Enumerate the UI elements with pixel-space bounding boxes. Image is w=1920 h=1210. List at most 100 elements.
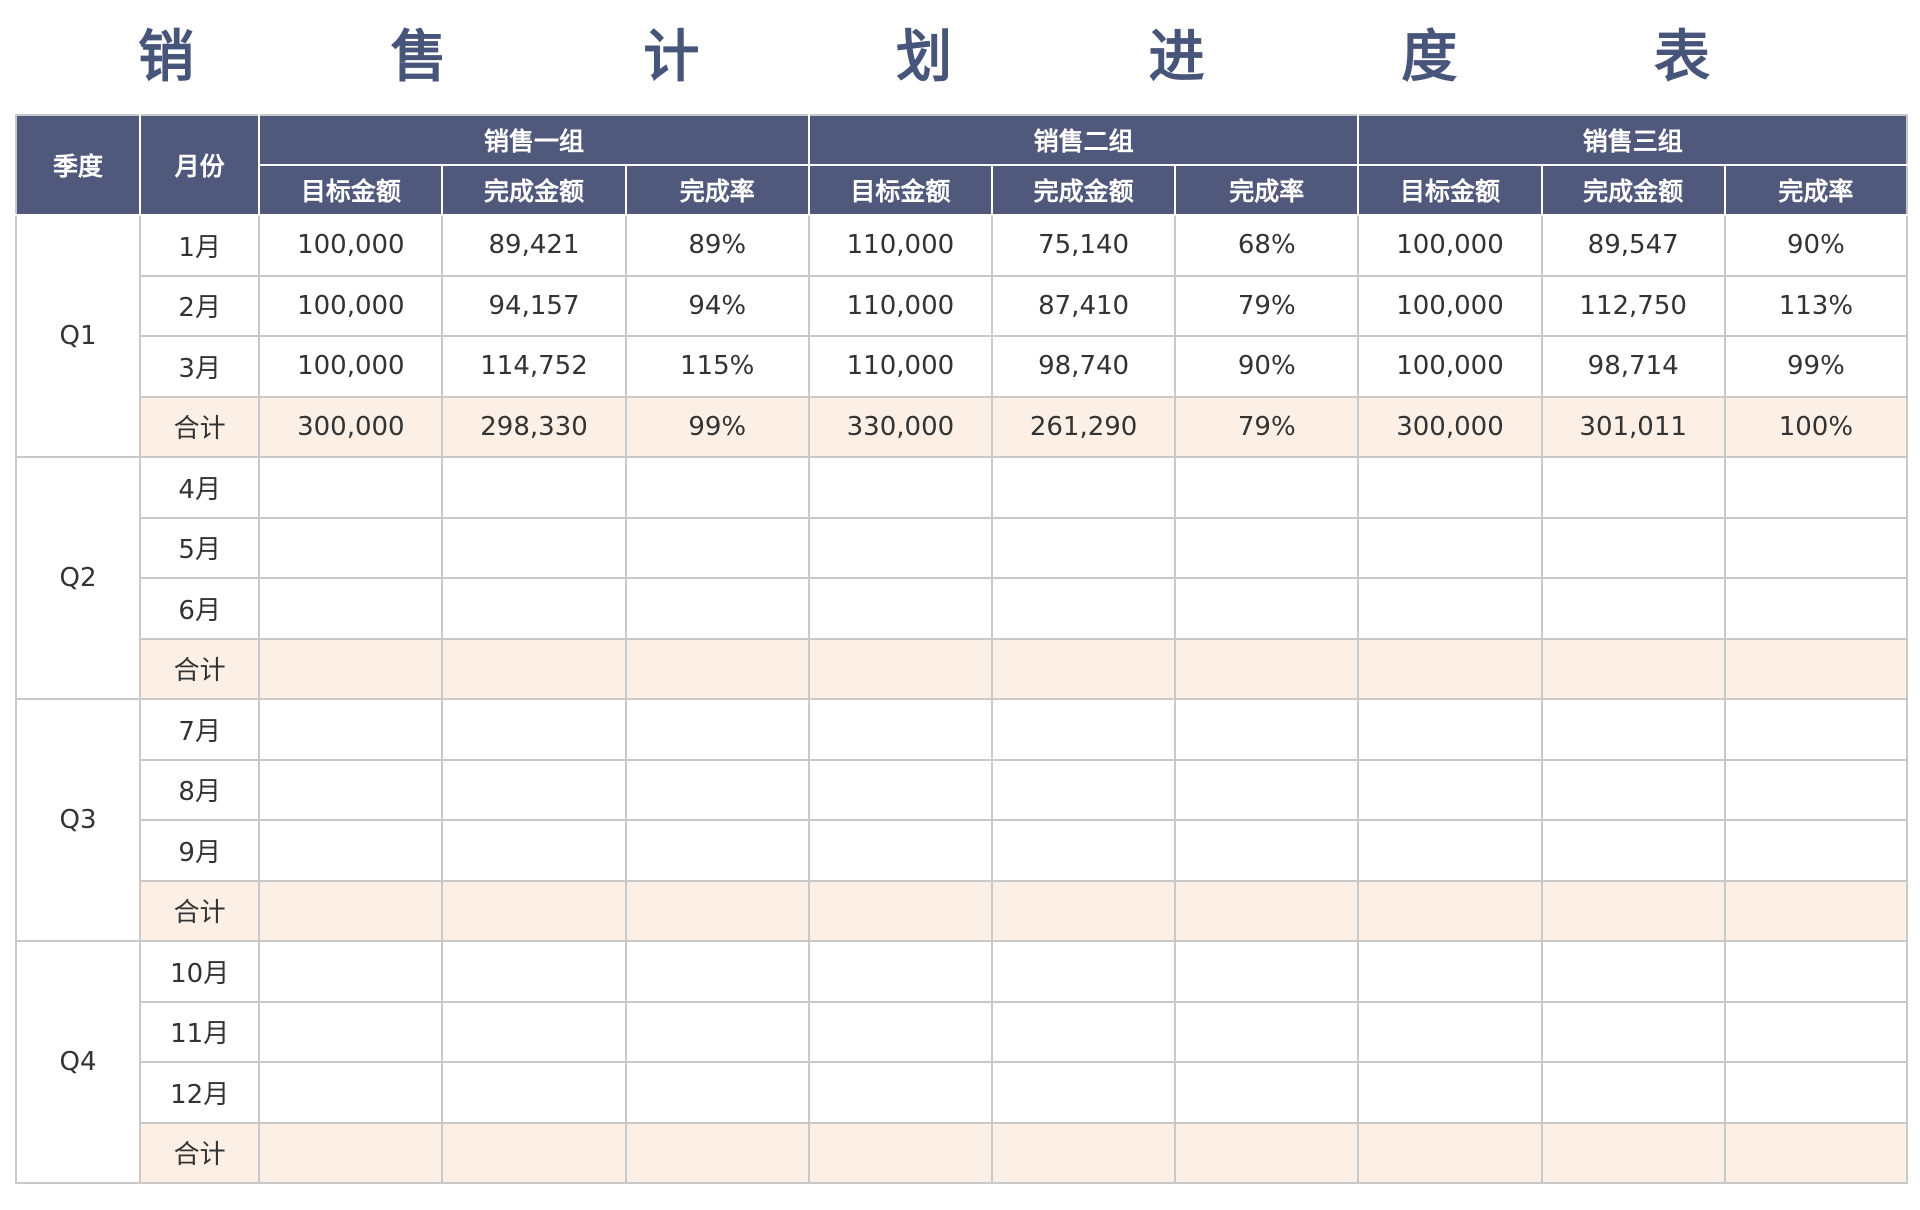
data-cell: [441, 456, 627, 519]
data-cell: [990, 577, 1177, 640]
title-char: 划: [895, 24, 952, 90]
data-cell: [1723, 698, 1909, 761]
table-row: Q2 4月: [14, 456, 1909, 700]
data-cell: [258, 1061, 444, 1124]
data-cell: 98,740: [990, 335, 1177, 398]
data-cell: [624, 1061, 810, 1124]
data-cell: [1174, 577, 1360, 640]
data-cell: [441, 516, 627, 579]
table-row: 9月: [16, 819, 1909, 882]
data-cell: [1540, 940, 1726, 1003]
quarter-cell: Q4: [14, 940, 142, 1184]
data-cell: [1174, 879, 1360, 942]
data-cell: [441, 1061, 627, 1124]
subtotal-row: 合计 300,000 298,330 99% 330,000 261,290 79% 300,…: [16, 395, 1909, 458]
data-cell: 100%: [1723, 395, 1909, 458]
header-completion-rate: 完成率: [624, 164, 810, 216]
data-cell: [990, 1000, 1177, 1063]
data-cell: [258, 1121, 444, 1184]
data-cell: [1723, 1000, 1909, 1063]
data-cell: 113%: [1723, 274, 1909, 337]
table-row: Q1 1月 100,000 89,421 89% 110,000 75,140 68% 100,…: [14, 214, 1909, 458]
data-cell: [258, 456, 444, 519]
data-cell: 115%: [624, 335, 810, 398]
data-cell: 99%: [1723, 335, 1909, 398]
table-row: 11月: [16, 1000, 1909, 1063]
data-cell: [1357, 456, 1543, 519]
data-cell: [1174, 940, 1360, 1003]
month-cell: 8月: [139, 758, 261, 821]
data-cell: [1723, 1121, 1909, 1184]
header-quarter: 季度: [14, 114, 142, 216]
data-cell: 110,000: [807, 274, 994, 337]
data-cell: [1174, 819, 1360, 882]
header-completed-amount: 完成金额: [1540, 164, 1726, 216]
data-cell: [1357, 879, 1543, 942]
title-char: 表: [1653, 24, 1710, 90]
table-row: 12月: [16, 1061, 1909, 1124]
month-cell: 3月: [139, 335, 261, 398]
data-cell: [1357, 1000, 1543, 1063]
data-cell: [1723, 577, 1909, 640]
data-cell: [441, 577, 627, 640]
data-cell: 300,000: [258, 395, 444, 458]
data-cell: [1357, 819, 1543, 882]
data-cell: 68%: [1174, 214, 1360, 277]
data-cell: [258, 758, 444, 821]
data-cell: 261,290: [990, 395, 1177, 458]
data-cell: 90%: [1174, 335, 1360, 398]
data-cell: 100,000: [258, 274, 444, 337]
data-cell: [441, 1000, 627, 1063]
month-cell: 合计: [139, 1121, 261, 1184]
month-cell: 4月: [139, 456, 261, 519]
month-cell: 9月: [139, 819, 261, 882]
data-cell: [1357, 637, 1543, 700]
data-cell: [807, 456, 994, 519]
data-cell: [990, 516, 1177, 579]
data-cell: [624, 577, 810, 640]
data-cell: [1540, 758, 1726, 821]
subtotal-row: 合计: [16, 1121, 1909, 1184]
data-cell: [258, 577, 444, 640]
data-cell: 100,000: [258, 335, 444, 398]
data-cell: [807, 698, 994, 761]
data-cell: [1540, 1121, 1726, 1184]
header-completion-rate: 完成率: [1723, 164, 1909, 216]
data-cell: 90%: [1723, 214, 1909, 277]
data-cell: [1723, 940, 1909, 1003]
data-cell: 112,750: [1540, 274, 1726, 337]
data-cell: [1357, 1121, 1543, 1184]
data-cell: 89%: [624, 214, 810, 277]
data-cell: [1540, 819, 1726, 882]
data-cell: 298,330: [441, 395, 627, 458]
data-cell: [990, 456, 1177, 519]
subtotal-row: 合计: [16, 637, 1909, 700]
data-cell: 114,752: [441, 335, 627, 398]
data-cell: [807, 879, 994, 942]
data-cell: 330,000: [807, 395, 994, 458]
data-cell: [1174, 516, 1360, 579]
data-cell: [1357, 940, 1543, 1003]
data-cell: [1540, 516, 1726, 579]
data-cell: 94%: [624, 274, 810, 337]
title-char: 售: [390, 24, 447, 90]
data-cell: [807, 940, 994, 1003]
data-cell: [441, 940, 627, 1003]
table-row: 6月: [16, 577, 1909, 640]
data-cell: 99%: [624, 395, 810, 458]
data-cell: 79%: [1174, 274, 1360, 337]
header-group-2: 销售二组: [807, 114, 1360, 166]
header-target-amount: 目标金额: [807, 164, 994, 216]
month-cell: 7月: [139, 698, 261, 761]
data-cell: [441, 879, 627, 942]
month-cell: 11月: [139, 1000, 261, 1063]
data-cell: 100,000: [1357, 335, 1543, 398]
data-cell: [1723, 516, 1909, 579]
data-cell: [624, 819, 810, 882]
data-cell: [1357, 758, 1543, 821]
data-cell: [624, 879, 810, 942]
data-cell: [1174, 1000, 1360, 1063]
month-cell: 6月: [139, 577, 261, 640]
data-cell: [1540, 637, 1726, 700]
quarter-cell: Q2: [14, 456, 142, 700]
